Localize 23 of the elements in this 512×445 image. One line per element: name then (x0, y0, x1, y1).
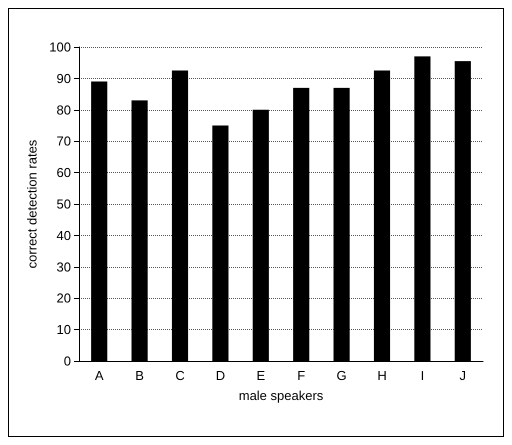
y-tick-label: 90 (56, 70, 71, 86)
y-tick-label: 30 (56, 259, 71, 274)
x-tick-label: D (216, 368, 226, 383)
y-tick-label: 70 (56, 134, 71, 149)
y-tick-label: 100 (49, 40, 71, 54)
x-tick-label: E (256, 368, 266, 383)
x-tick-label: F (297, 368, 306, 383)
y-axis-title: correct detection rates (24, 139, 40, 268)
y-tick-label: 10 (56, 322, 71, 338)
x-tick-label: C (175, 368, 185, 383)
y-tick-label: 40 (56, 228, 71, 243)
x-tick-label: H (377, 368, 387, 383)
y-tick-label: 80 (56, 102, 71, 118)
y-tick-label: 0 (64, 354, 71, 368)
x-tick-label: I (420, 368, 424, 383)
y-tick-label: 20 (56, 290, 71, 306)
y-tick-label: 50 (56, 196, 71, 212)
y-tick-label: 60 (56, 165, 71, 180)
x-tick-label: A (94, 368, 104, 383)
x-tick-label: J (460, 368, 466, 383)
x-tick-label: G (336, 368, 347, 383)
x-tick-label: B (135, 368, 144, 383)
x-axis-title: male speakers (238, 388, 324, 403)
